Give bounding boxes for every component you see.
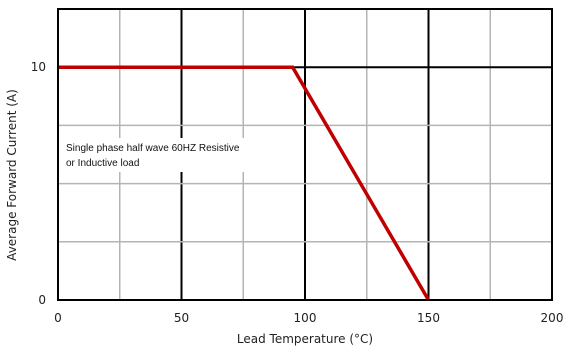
x-tick-label: 150 (417, 311, 440, 325)
x-tick-label: 100 (294, 311, 317, 325)
x-tick-labels: 0 50 100 150 200 (54, 311, 563, 325)
annotation-line-1: Single phase half wave 60HZ Resistive (66, 143, 240, 154)
x-tick-label: 0 (54, 311, 62, 325)
y-axis-label: Average Forward Current (A) (5, 89, 19, 261)
x-tick-label: 200 (541, 311, 564, 325)
x-tick-label: 50 (174, 311, 189, 325)
plot-frame (57, 8, 553, 301)
annotation-line-2: or Inductive load (66, 158, 139, 169)
x-axis-label: Lead Temperature (°C) (237, 332, 373, 346)
y-tick-labels: 0 10 (31, 60, 46, 307)
y-tick-label: 10 (31, 60, 46, 74)
series-line (58, 65, 431, 301)
y-tick-label: 0 (38, 293, 46, 307)
series-lines (58, 65, 431, 301)
annotation-background (64, 138, 264, 172)
